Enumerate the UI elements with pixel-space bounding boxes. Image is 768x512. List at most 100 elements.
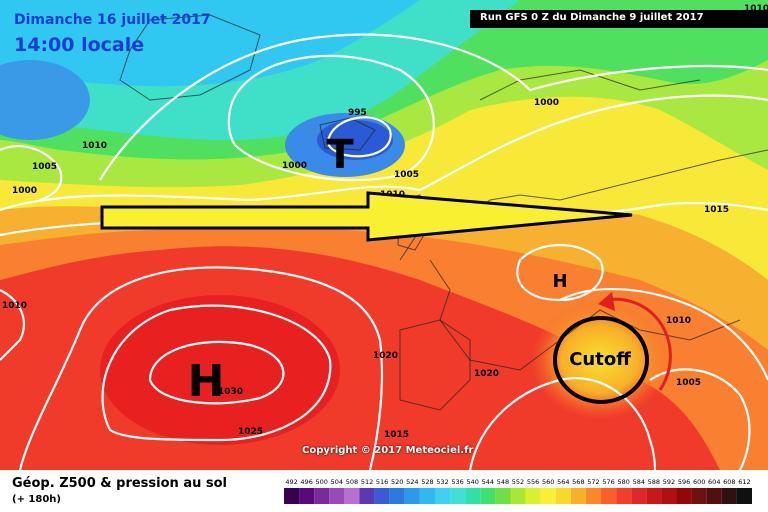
scale-label: 496: [300, 478, 312, 486]
scale-label: 512: [361, 478, 373, 486]
scale-label: 592: [663, 478, 675, 486]
pressure-label: 1025: [238, 427, 263, 437]
pressure-label: 995: [348, 108, 367, 118]
copyright-text: Copyright © 2017 Meteociel.fr: [302, 445, 474, 456]
scale-swatch: [480, 488, 496, 504]
cutoff-rotation-arrow: [603, 297, 672, 391]
scale-label: 532: [436, 478, 448, 486]
scale-swatch: [525, 488, 541, 504]
pressure-label: 1030: [218, 387, 243, 397]
scale-label: 548: [497, 478, 509, 486]
scale-swatch: [646, 488, 662, 504]
pressure-label: 1020: [373, 351, 398, 361]
scale-swatch: [555, 488, 571, 504]
scale-swatch: [314, 488, 330, 504]
scale-label: 596: [678, 478, 690, 486]
isobar-west-1000: [0, 145, 63, 202]
high-pressure-symbol-europe: H: [552, 271, 567, 292]
pressure-label: 1010: [82, 141, 107, 151]
scale-swatch: [329, 488, 345, 504]
scale-label: 524: [406, 478, 418, 486]
scale-label: 500: [316, 478, 328, 486]
scale-swatch: [631, 488, 647, 504]
scale-swatch: [359, 488, 375, 504]
scale-label: 536: [451, 478, 463, 486]
run-banner: [470, 10, 768, 28]
scale-swatch: [495, 488, 511, 504]
isobar-west-1010: [0, 289, 25, 361]
isobar-1030: [148, 340, 285, 405]
low-pressure-symbol: T: [326, 132, 354, 178]
scale-swatch: [676, 488, 692, 504]
scale-label: 564: [557, 478, 569, 486]
scale-label: 528: [421, 478, 433, 486]
iceland-outline: [319, 117, 376, 151]
scale-label: 588: [648, 478, 660, 486]
scale-swatch: [706, 488, 722, 504]
scale-label: 556: [527, 478, 539, 486]
band-cyan-top: [0, 0, 420, 87]
pressure-label: 1005: [32, 162, 57, 172]
scale-label: 568: [572, 478, 584, 486]
red-core: [100, 295, 340, 445]
isobar-europe-1015: [468, 377, 657, 470]
pressure-label: 1000: [12, 186, 37, 196]
greenland-outline: [119, 14, 261, 101]
pressure-label: 1015: [384, 430, 409, 440]
scale-label: 516: [376, 478, 388, 486]
scale-label: 580: [617, 478, 629, 486]
scale-label: 540: [466, 478, 478, 486]
scale-label: 584: [633, 478, 645, 486]
pressure-label: 1005: [394, 170, 419, 180]
scale-label: 560: [542, 478, 554, 486]
scale-swatch: [389, 488, 405, 504]
scale-swatch: [299, 488, 315, 504]
pressure-label: 1015: [704, 205, 729, 215]
scale-swatch: [570, 488, 586, 504]
scale-swatch: [344, 488, 360, 504]
scale-label: 604: [708, 478, 720, 486]
scale-swatch: [465, 488, 481, 504]
isobars: [0, 33, 768, 470]
forecast-date: Dimanche 16 juillet 2017: [14, 12, 211, 28]
scale-swatch: [284, 488, 300, 504]
scale-label: 572: [587, 478, 599, 486]
scale-swatch: [374, 488, 390, 504]
scale-label: 492: [285, 478, 297, 486]
blue-patch-left: [0, 60, 90, 140]
legend-subtitle: (+ 180h): [12, 494, 61, 505]
scale-swatch: [404, 488, 420, 504]
scale-swatch: [450, 488, 466, 504]
legend-title: Géop. Z500 & pression au sol: [12, 476, 227, 491]
scale-swatch: [601, 488, 617, 504]
isobar-1020: [18, 266, 384, 470]
isobar-1010-north: [0, 94, 768, 212]
pressure-label: 1000: [534, 98, 559, 108]
pressure-label: 1010: [666, 316, 691, 326]
scale-swatch: [661, 488, 677, 504]
colour-scale: 492 496 500 504 508 512 516 520 524 528 532 536 540 5…: [284, 478, 752, 504]
scale-swatch: [616, 488, 632, 504]
cutoff-arrowhead-icon: [598, 292, 615, 311]
isobar-high-europe: [516, 243, 604, 302]
isobar-1000: [227, 54, 435, 182]
scale-swatch: [419, 488, 435, 504]
isobar-low-inner: [327, 116, 392, 158]
iberia-outline: [399, 319, 471, 411]
scale-swatch: [510, 488, 526, 504]
isobar-europe-1010: [559, 287, 768, 381]
pressure-label: 1005: [676, 378, 701, 388]
scale-swatch: [540, 488, 556, 504]
isobar-1005: [99, 33, 768, 181]
scale-label: 608: [723, 478, 735, 486]
scale-swatch: [736, 488, 752, 504]
scale-swatch: [434, 488, 451, 504]
pressure-label: 1010: [744, 4, 768, 14]
scale-label: 552: [512, 478, 524, 486]
scale-label: 612: [738, 478, 750, 486]
scale-swatch: [721, 488, 737, 504]
isobar-1025: [101, 304, 332, 442]
cutoff-circle: [553, 316, 649, 404]
high-pressure-symbol-atlantic: H: [188, 356, 225, 407]
